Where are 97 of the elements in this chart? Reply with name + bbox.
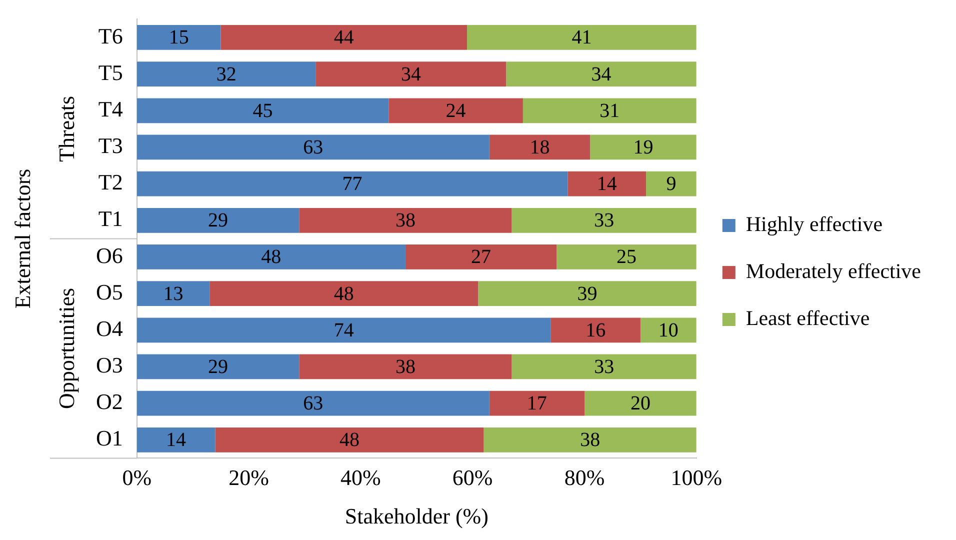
bar: [299, 354, 512, 380]
bar: [136, 171, 568, 196]
data-label: 25: [616, 246, 636, 268]
data-label: 48: [261, 246, 282, 268]
bar: [568, 171, 646, 196]
text: Opportunities: [54, 288, 79, 409]
data-label: 15: [168, 26, 189, 49]
data-label: 41: [572, 26, 592, 49]
data-label: 48: [334, 282, 354, 305]
y-tick-label: T5: [98, 60, 123, 85]
bar: [512, 354, 696, 380]
bar: [478, 281, 696, 306]
bar: [136, 134, 490, 160]
bar: [136, 25, 221, 50]
bar: [640, 318, 696, 343]
data-label: 44: [334, 26, 354, 49]
bar: [136, 244, 406, 270]
bar: [136, 318, 551, 343]
bar: [489, 134, 590, 160]
bar: [484, 427, 696, 452]
bar: [215, 427, 484, 452]
legend-label: Moderately effective: [746, 259, 922, 284]
data-label: 34: [591, 63, 612, 86]
x-tick-label: 0%: [122, 465, 152, 490]
legend-label: Least effective: [746, 306, 870, 330]
bar: [466, 25, 696, 50]
legend-label: Highly effective: [746, 212, 883, 236]
bar: [136, 62, 316, 87]
data-label: 38: [395, 356, 416, 378]
y-tick-label: T6: [98, 23, 123, 48]
data-label: 33: [594, 356, 614, 378]
bar: [299, 208, 512, 233]
data-label: 13: [163, 282, 184, 305]
data-label: 39: [577, 282, 598, 305]
y-tick-label: O4: [96, 316, 123, 341]
y-tick-label: O5: [96, 279, 123, 304]
y-tick-label: O3: [96, 352, 123, 378]
data-label: 63: [303, 392, 324, 415]
data-label: 63: [303, 136, 324, 158]
bar: [388, 98, 523, 124]
bar: [646, 171, 696, 196]
x-tick-label: 80%: [564, 465, 605, 490]
data-label: 45: [252, 100, 273, 122]
x-tick-label: 20%: [228, 465, 269, 490]
data-label: 18: [530, 136, 550, 158]
y-tick-label: T3: [98, 133, 123, 158]
x-tick-label: 40%: [340, 465, 381, 490]
data-label: 38: [580, 429, 600, 452]
bar: [512, 208, 696, 233]
data-label: 33: [594, 210, 614, 232]
data-label: 74: [334, 319, 354, 342]
bar: [136, 281, 210, 306]
text: Threats: [54, 96, 79, 162]
bar: [210, 281, 478, 306]
y-tick-label: O1: [96, 426, 123, 451]
bar: [584, 390, 696, 416]
data-label: 32: [216, 63, 236, 86]
bar: [136, 427, 216, 452]
data-label: 48: [340, 429, 360, 452]
data-label: 20: [630, 392, 650, 415]
x-axis-title: Stakeholder (%): [344, 504, 488, 529]
x-tick-label: 100%: [670, 465, 722, 490]
y-tick-label: T2: [98, 170, 123, 195]
data-label: 16: [586, 319, 606, 342]
data-label: 31: [600, 100, 620, 122]
y-tick-label: O6: [96, 242, 123, 268]
bar: [556, 244, 696, 270]
data-label: 14: [596, 173, 617, 196]
data-label: 19: [633, 136, 654, 158]
bar: [550, 318, 640, 343]
y-tick-label: O2: [96, 389, 123, 414]
bar: [489, 390, 584, 416]
data-label: 29: [208, 356, 228, 378]
x-tick-label: 60%: [452, 465, 493, 490]
data-label: 10: [658, 319, 678, 342]
bar: [136, 98, 389, 124]
bar: [136, 208, 300, 233]
bar: [522, 98, 696, 124]
bar: [220, 25, 467, 50]
data-label: 17: [526, 392, 547, 415]
data-label: 14: [166, 429, 186, 452]
bar: [590, 134, 696, 160]
y-tick-label: T1: [98, 206, 123, 232]
y-axis-title: External factors: [10, 168, 35, 309]
data-label: 38: [395, 210, 416, 232]
data-label: 9: [666, 173, 676, 196]
data-label: 24: [446, 100, 466, 122]
data-label: 29: [208, 210, 228, 232]
bar: [506, 62, 696, 87]
data-label: 34: [401, 63, 422, 86]
data-label: 27: [470, 246, 491, 268]
bar: [136, 390, 490, 416]
bar: [405, 244, 557, 270]
bar: [316, 62, 506, 87]
bar: [136, 354, 300, 380]
data-label: 77: [342, 173, 362, 196]
y-tick-label: T4: [98, 96, 123, 122]
